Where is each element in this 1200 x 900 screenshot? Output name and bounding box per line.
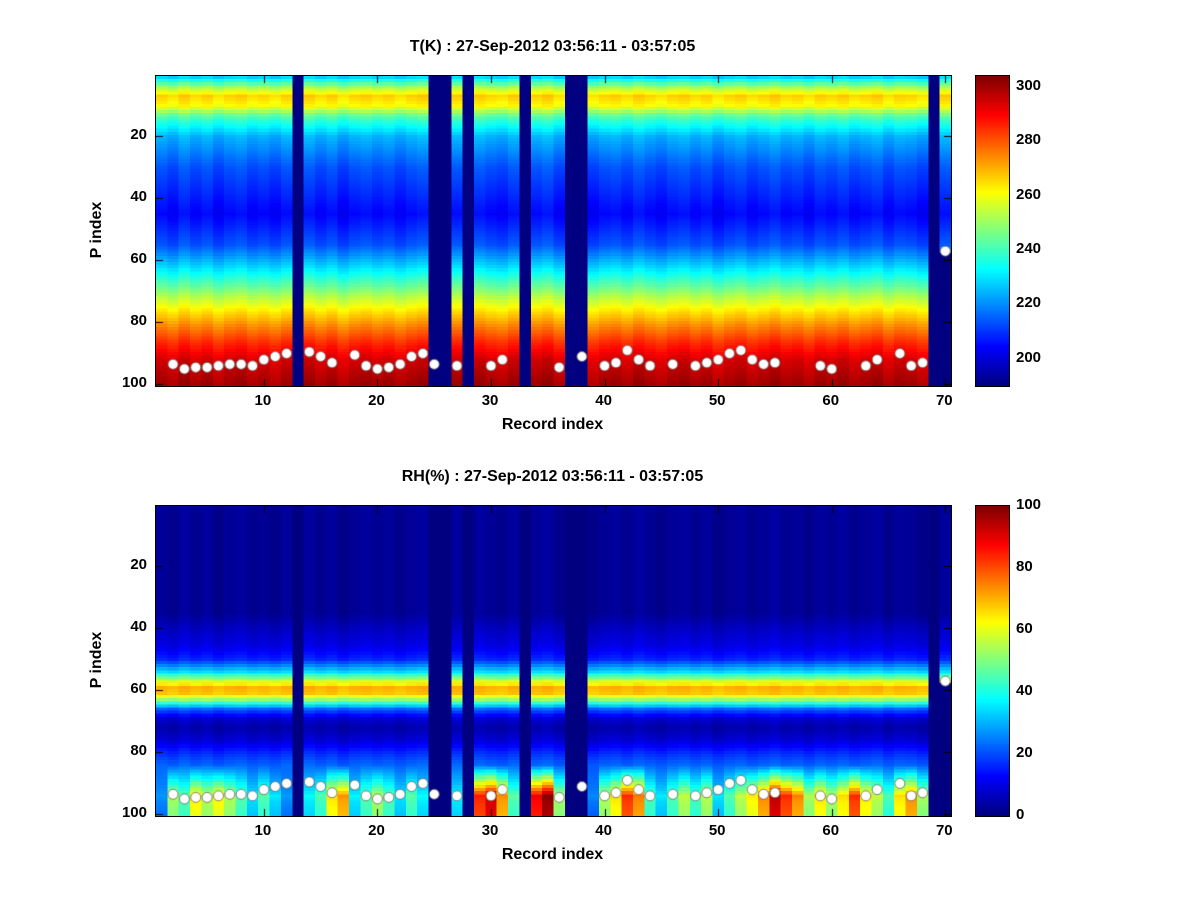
colorbar [975, 505, 1010, 817]
x-tick-label: 10 [254, 822, 272, 839]
chart-title: T(K) : 27-Sep-2012 03:56:11 - 03:57:05 [409, 38, 696, 55]
y-tick-label: 80 [130, 742, 147, 760]
colorbar [975, 75, 1010, 387]
x-tick-label: 30 [481, 392, 499, 409]
x-tick-label: 60 [822, 822, 840, 839]
plot-overlay-canvas [156, 76, 951, 386]
y-tick-label: 100 [121, 804, 147, 822]
colorbar-tick-label: 100 [1016, 496, 1042, 513]
y-tick-label: 20 [130, 126, 147, 144]
x-tick-label: 40 [595, 392, 612, 409]
colorbar-tick-label: 300 [1016, 76, 1042, 94]
x-tick-label: 40 [595, 822, 612, 839]
colorbar-tick-label: 0 [1016, 806, 1025, 823]
plot-area [155, 505, 952, 817]
x-tick-label: 10 [254, 392, 272, 409]
x-axis-label: Record index [501, 846, 604, 863]
y-tick-label: 20 [130, 556, 147, 574]
x-axis-label: Record index [501, 416, 604, 433]
colorbar-gradient-canvas [976, 76, 1009, 386]
chart-title: RH(%) : 27-Sep-2012 03:56:11 - 03:57:05 [401, 468, 704, 485]
colorbar-tick-label: 80 [1016, 558, 1033, 575]
colorbar-tick-label: 200 [1016, 348, 1042, 366]
x-tick-label: 70 [935, 392, 953, 409]
x-tick-label: 50 [708, 822, 726, 839]
colorbar-tick-label: 60 [1016, 620, 1033, 637]
humidity-heatmap-chart: RH(%) : 27-Sep-2012 03:56:11 - 03:57:05 … [0, 440, 1200, 870]
x-tick-label: 70 [935, 822, 953, 839]
x-tick-label: 20 [368, 822, 385, 839]
colorbar-tick-label: 20 [1016, 744, 1033, 761]
colorbar-gradient-canvas [976, 506, 1009, 816]
y-tick-label: 80 [130, 312, 147, 330]
y-tick-label: 100 [121, 374, 147, 392]
x-tick-label: 20 [368, 392, 385, 409]
colorbar-tick-label: 280 [1016, 131, 1042, 149]
colorbar-tick-label: 240 [1016, 240, 1042, 258]
colorbar-tick-label: 40 [1016, 682, 1033, 699]
y-tick-label: 40 [130, 188, 147, 206]
x-tick-label: 30 [481, 822, 499, 839]
x-tick-label: 50 [708, 392, 726, 409]
plot-overlay-canvas [156, 506, 951, 816]
y-tick-label: 60 [130, 250, 147, 268]
colorbar-tick-label: 260 [1016, 185, 1042, 203]
plot-area [155, 75, 952, 387]
y-tick-label: 60 [130, 680, 147, 698]
x-tick-label: 60 [822, 392, 840, 409]
y-tick-label: 40 [130, 618, 147, 636]
colorbar-tick-label: 220 [1016, 294, 1042, 312]
temperature-heatmap-chart: T(K) : 27-Sep-2012 03:56:11 - 03:57:05 P… [0, 10, 1200, 440]
